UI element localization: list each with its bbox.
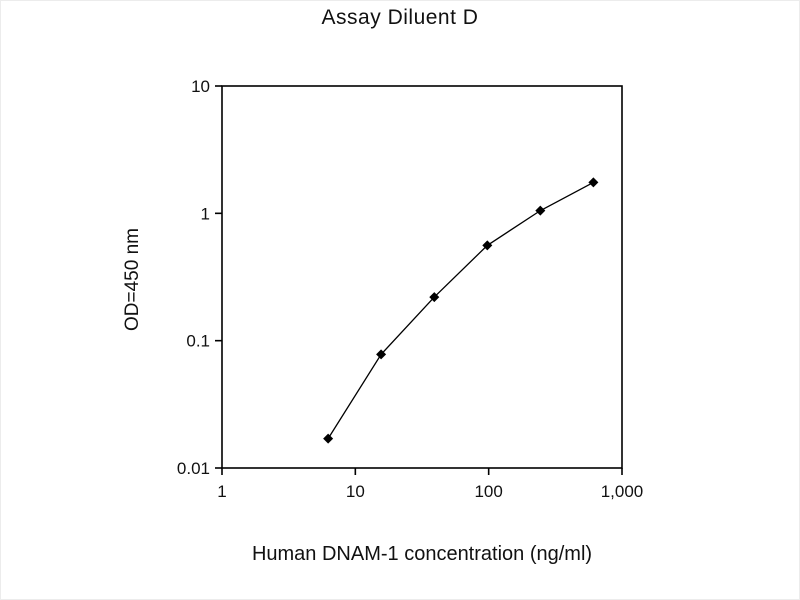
x-tick-label: 1 xyxy=(217,482,226,501)
data-point-diamond xyxy=(323,433,334,444)
y-tick-label: 10 xyxy=(191,77,210,96)
plot-frame xyxy=(221,85,623,469)
x-tick-label: 10 xyxy=(346,482,365,501)
data-point-diamond xyxy=(588,177,599,188)
data-point-diamond xyxy=(482,240,493,251)
x-axis-label: Human DNAM-1 concentration (ng/ml) xyxy=(251,543,593,565)
y-tick-label: 1 xyxy=(201,204,210,223)
chart-title: Assay Diluent D xyxy=(321,6,479,29)
data-point-diamond xyxy=(429,292,440,303)
data-point-diamond xyxy=(535,205,546,216)
y-tick-label: 0.01 xyxy=(177,459,210,478)
x-tick-label: 1,000 xyxy=(601,482,644,501)
x-tick-label: 100 xyxy=(474,482,502,501)
data-point-diamond xyxy=(376,349,387,360)
y-tick-label: 0.1 xyxy=(186,332,210,351)
series-line xyxy=(327,181,594,440)
